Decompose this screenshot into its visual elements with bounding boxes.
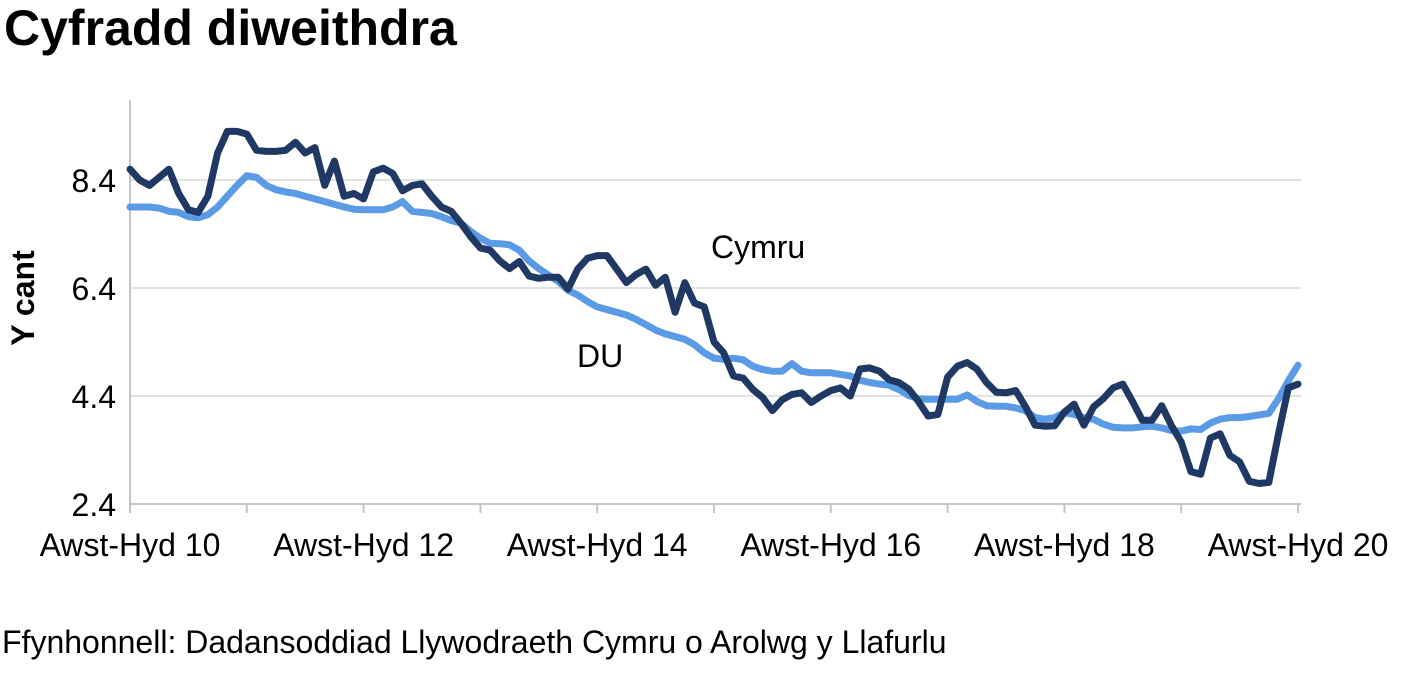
- series-labels-layer: DU Cymru: [577, 229, 805, 374]
- y-axis-title: Y cant: [5, 250, 41, 346]
- x-tick-label: Awst-Hyd 14: [507, 527, 688, 563]
- x-tick-label: Awst-Hyd 20: [1208, 527, 1389, 563]
- x-ticks-layer: [129, 504, 1299, 513]
- x-tick-label: Awst-Hyd 10: [40, 527, 221, 563]
- series-label-du: DU: [577, 338, 623, 374]
- y-tick-label: 6.4: [72, 271, 116, 307]
- y-tick-label: 8.4: [72, 163, 116, 199]
- series-line-cymru: [126, 127, 1302, 487]
- y-tick-labels-layer: 8.4 6.4 4.4 2.4: [72, 163, 116, 523]
- x-tick-label: Awst-Hyd 18: [974, 527, 1155, 563]
- chart-title: Cyfradd diweithdra: [4, 0, 458, 56]
- x-tick-label: Awst-Hyd 16: [740, 527, 921, 563]
- axes-layer: [129, 100, 1301, 513]
- x-tick-label: Awst-Hyd 12: [273, 527, 454, 563]
- y-tick-label: 4.4: [72, 379, 116, 415]
- series-lines-layer: [126, 127, 1302, 487]
- y-tick-label: 2.4: [72, 487, 116, 523]
- series-line-du: [126, 172, 1302, 435]
- source-note: Ffynhonnell: Dadansoddiad Llywodraeth Cy…: [2, 624, 947, 660]
- x-tick-labels-layer: Awst-Hyd 10 Awst-Hyd 12 Awst-Hyd 14 Awst-Hy…: [40, 527, 1389, 563]
- gridlines-layer: [130, 179, 1301, 397]
- series-label-cymru: Cymru: [711, 229, 805, 265]
